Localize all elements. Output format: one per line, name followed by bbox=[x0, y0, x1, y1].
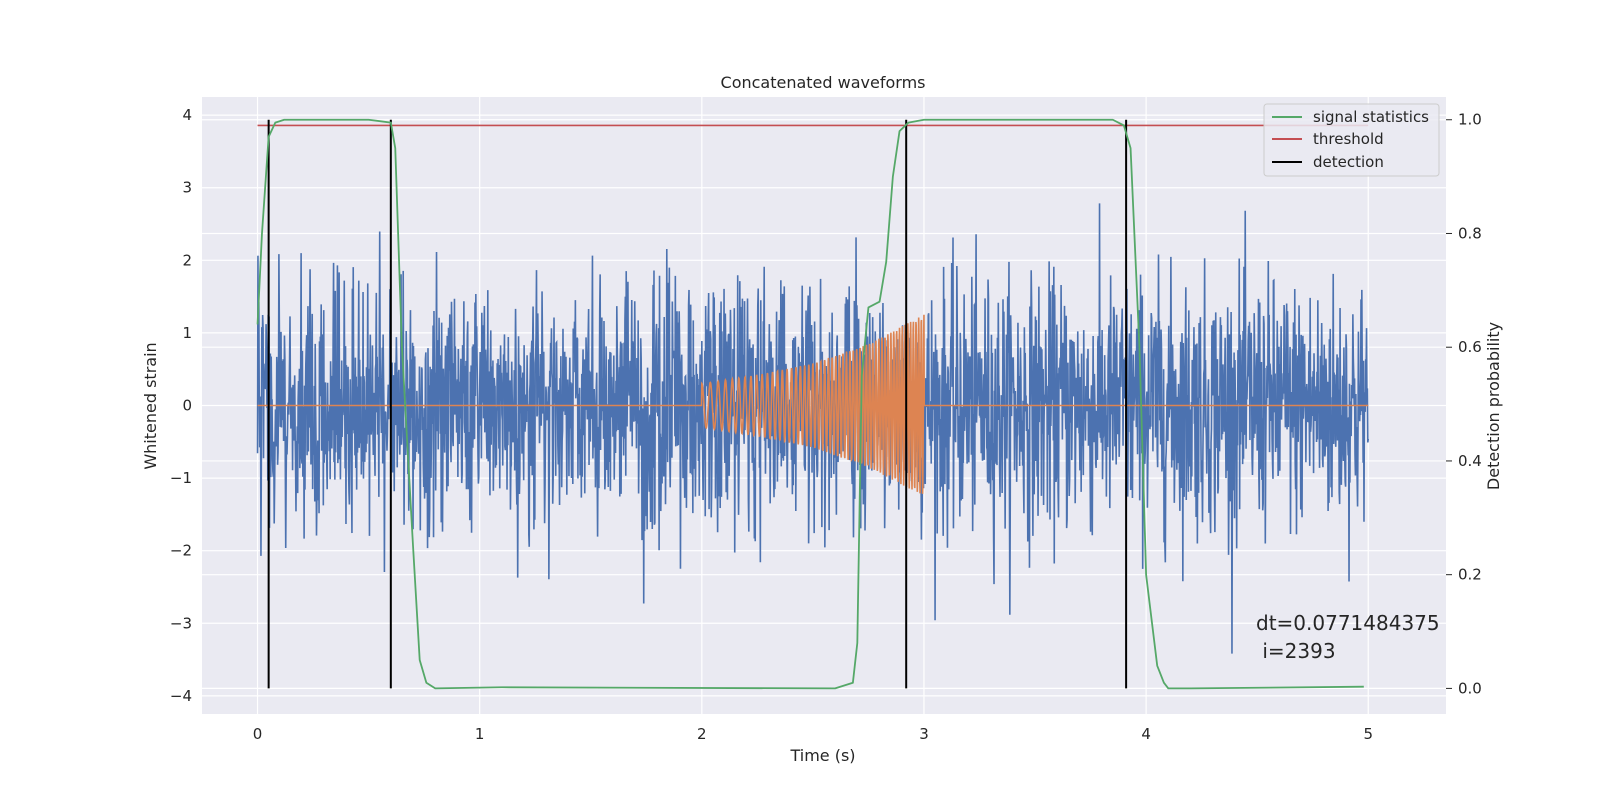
y-tick-label: 2 bbox=[182, 251, 192, 269]
x-tick-label: 1 bbox=[475, 725, 485, 743]
signal-statistics-line bbox=[256, 118, 1364, 690]
y-tick-label: −4 bbox=[170, 687, 192, 705]
y-tick-label: 3 bbox=[182, 179, 192, 197]
noise-series-line bbox=[256, 203, 1370, 654]
right-tick-label: 1.0 bbox=[1458, 111, 1482, 129]
right-tick-label: 0.8 bbox=[1458, 224, 1482, 242]
legend: signal statistics threshold detection bbox=[1263, 103, 1440, 177]
x-tick-label: 2 bbox=[697, 725, 707, 743]
right-tick-label: 0.2 bbox=[1458, 566, 1482, 584]
y-tick-label: 4 bbox=[182, 106, 192, 124]
y-tick-label: 0 bbox=[182, 397, 192, 415]
right-y-axis-label: Detection probability bbox=[1484, 322, 1503, 490]
right-tick-label: 0.4 bbox=[1458, 452, 1482, 470]
x-tick-label: 4 bbox=[1141, 725, 1151, 743]
y-tick-label: 1 bbox=[182, 324, 192, 342]
x-axis-label: Time (s) bbox=[789, 746, 855, 765]
y-axis-label: Whitened strain bbox=[141, 342, 160, 469]
chart-title: Concatenated waveforms bbox=[721, 73, 926, 92]
x-tick-label: 3 bbox=[919, 725, 929, 743]
tick-labels: 0 1 2 3 4 5 4 3 2 1 0 −1 −2 −3 −4 1.0 0.8 0.6 0.4 0.2 0.0 bbox=[170, 106, 1482, 743]
y-tick-label: −3 bbox=[170, 614, 192, 632]
right-tick-label: 0.0 bbox=[1458, 679, 1482, 697]
waveform-series-line bbox=[257, 314, 1369, 494]
legend-label-threshold: threshold bbox=[1313, 130, 1384, 148]
x-tick-label: 0 bbox=[253, 725, 263, 743]
annotation-i: i=2393 bbox=[1256, 639, 1336, 663]
y-tick-label: −1 bbox=[170, 469, 192, 487]
y-tick-label: −2 bbox=[170, 542, 192, 560]
right-tick-label: 0.6 bbox=[1458, 338, 1482, 356]
legend-label-detection: detection bbox=[1313, 153, 1384, 171]
legend-label-signal: signal statistics bbox=[1313, 108, 1429, 126]
legend-box bbox=[1263, 103, 1440, 177]
x-tick-label: 5 bbox=[1363, 725, 1373, 743]
annotation: dt=0.0771484375 i=2393 bbox=[1256, 611, 1440, 663]
plot-area bbox=[256, 118, 1370, 690]
annotation-dt: dt=0.0771484375 bbox=[1256, 611, 1440, 635]
